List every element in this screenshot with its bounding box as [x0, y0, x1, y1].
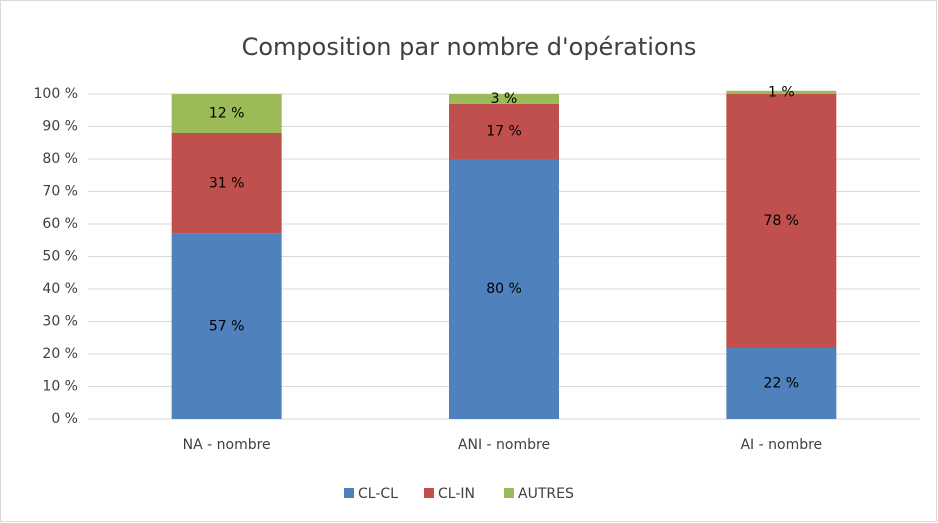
legend-label: CL-IN — [438, 486, 475, 502]
data-label: 80 % — [486, 281, 522, 297]
y-tick-label: 90 % — [42, 119, 78, 135]
y-tick-label: 20 % — [42, 346, 78, 362]
legend-swatch — [424, 488, 434, 498]
data-label: 78 % — [764, 213, 800, 229]
y-tick-label: 80 % — [42, 151, 78, 167]
bar-segment — [726, 347, 837, 419]
y-tick-label: 10 % — [42, 379, 78, 395]
y-tick-label: 100 % — [34, 86, 78, 102]
data-label: 22 % — [764, 375, 800, 391]
x-tick-label: ANI - nombre — [458, 437, 550, 453]
legend-swatch — [344, 488, 354, 498]
y-tick-label: 0 % — [51, 411, 78, 427]
legend-label: AUTRES — [518, 486, 574, 502]
y-tick-label: 40 % — [42, 281, 78, 297]
y-tick-label: 30 % — [42, 314, 78, 330]
x-tick-label: AI - nombre — [740, 437, 822, 453]
data-label: 31 % — [209, 175, 245, 191]
data-label: 1 % — [768, 84, 795, 100]
bar-segment — [726, 94, 837, 348]
x-tick-label: NA - nombre — [183, 437, 271, 453]
legend-label: CL-CL — [358, 486, 398, 502]
bar-segment — [171, 233, 282, 419]
bar-segment — [171, 94, 282, 133]
y-tick-label: 50 % — [42, 249, 78, 265]
legend-swatch — [504, 488, 514, 498]
data-label: 3 % — [491, 91, 518, 107]
chart-title: Composition par nombre d'opérations — [242, 33, 697, 61]
data-label: 12 % — [209, 106, 245, 122]
data-label: 57 % — [209, 318, 245, 334]
bar-segment — [449, 94, 559, 104]
bar-segment — [449, 159, 559, 419]
bar-segment — [726, 90, 837, 94]
bar-segment — [171, 133, 282, 234]
bar-segment — [449, 103, 559, 159]
y-tick-label: 70 % — [42, 184, 78, 200]
data-label: 17 % — [486, 123, 522, 139]
y-tick-label: 60 % — [42, 216, 78, 232]
